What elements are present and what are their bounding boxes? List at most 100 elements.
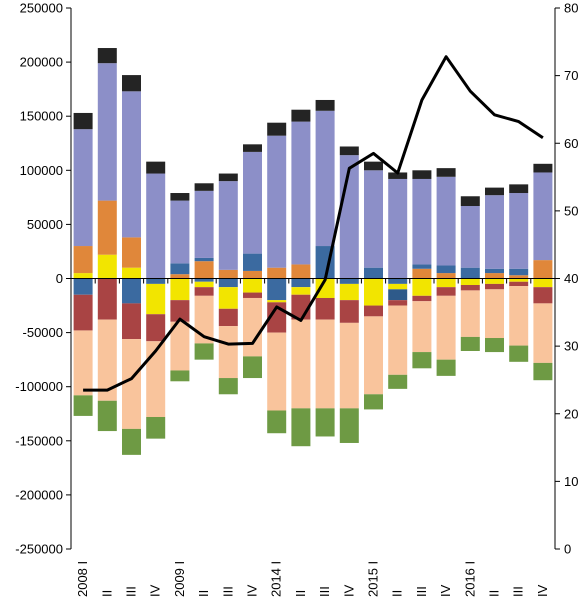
bar-segment [218, 173, 238, 182]
x-tick-label: III [220, 586, 235, 597]
bar-segment [170, 200, 190, 264]
bar-segment [460, 284, 480, 291]
bar-segment [364, 305, 383, 317]
bar-segment [218, 308, 238, 327]
bar-segment [170, 263, 190, 275]
x-tick-label: 2015 I [366, 561, 381, 597]
bar-segment [194, 281, 214, 288]
x-tick-label: 2016 I [462, 561, 477, 597]
bar-segment [412, 178, 432, 265]
bar-segment [97, 48, 117, 64]
x-tick-label: IV [148, 584, 163, 597]
line-series [83, 55, 544, 392]
bar-segment [122, 278, 141, 304]
bar-segment [436, 273, 456, 279]
bar-segment [291, 408, 311, 447]
bar-segment [436, 287, 456, 296]
bar-segment [291, 109, 311, 122]
bar-segment [243, 151, 262, 254]
right-tick-label: 70 [564, 68, 578, 83]
bars-group [73, 48, 553, 455]
right-tick-label: 50 [564, 203, 578, 218]
bar-segment [388, 172, 408, 179]
bar-segment [485, 289, 504, 339]
bar-segment [412, 352, 432, 369]
bar-segment [218, 269, 238, 279]
bar-segment [388, 374, 408, 389]
bar-segment [267, 135, 287, 268]
bar-segment [122, 237, 141, 268]
bar-segment [218, 378, 238, 395]
left-tick-label: -250000 [15, 542, 63, 557]
bar-segment [194, 183, 214, 191]
bar-segment [194, 190, 214, 258]
bar-segment [339, 283, 359, 301]
bar-segment [170, 300, 190, 322]
bar-segment [170, 370, 190, 382]
x-tick-label: II [99, 590, 114, 597]
left-tick-label: 200000 [20, 55, 63, 70]
bar-segment [194, 261, 214, 279]
bar-segment [73, 112, 93, 130]
bar-segment [291, 121, 311, 265]
bar-segment [146, 173, 166, 279]
bar-segment [315, 408, 335, 437]
bar-segment [485, 273, 504, 279]
bar-segment [315, 297, 335, 320]
bar-segment [412, 278, 432, 296]
bar-segment [509, 278, 529, 282]
x-tick-label: IV [535, 584, 550, 597]
right-tick-label: 80 [564, 1, 578, 16]
bar-segment [436, 278, 456, 288]
bar-segment [509, 275, 529, 279]
bar-segment [291, 319, 311, 409]
bar-segment [170, 321, 190, 371]
bar-segment [146, 341, 166, 417]
bar-segment [73, 395, 93, 416]
bar-segment [122, 91, 141, 238]
bar-segment [73, 273, 93, 279]
bar-segment [170, 274, 190, 279]
bar-segment [97, 63, 117, 201]
x-tick-label: II [390, 590, 405, 597]
bar-segment [485, 195, 504, 269]
bar-segment [436, 295, 456, 360]
bar-segment [533, 287, 553, 304]
bar-segment [122, 303, 141, 340]
bar-segment [291, 278, 311, 288]
bar-segment [533, 278, 553, 288]
bar-segment [460, 278, 480, 285]
left-tick-label: 150000 [20, 109, 63, 124]
bar-segment [388, 178, 408, 279]
right-tick-label: 10 [564, 474, 578, 489]
x-tick-label: II [487, 590, 502, 597]
bar-segment [146, 161, 166, 174]
x-tick-label: III [124, 586, 139, 597]
left-tick-label: 50000 [27, 217, 63, 232]
bar-segment [73, 330, 93, 396]
bar-segment [122, 339, 141, 429]
bar-segment [170, 278, 190, 301]
x-tick-label: IV [245, 584, 260, 597]
bar-segment [436, 359, 456, 376]
bar-segment [315, 99, 335, 111]
bar-segment [243, 297, 262, 357]
bar-segment [533, 303, 553, 363]
bar-segment [315, 278, 335, 298]
bar-segment [267, 300, 287, 303]
bar-segment [509, 193, 529, 269]
x-tick-label: III [414, 586, 429, 597]
bar-segment [170, 193, 190, 201]
ticks-group: 250000 200000 150000 100000 50000 0 -50000 -100… [15, 1, 578, 598]
bar-segment [243, 144, 262, 152]
bar-segment [267, 278, 287, 301]
bar-segment [509, 281, 529, 287]
bar-segment [97, 254, 117, 279]
bar-segment [194, 278, 214, 282]
bar-segment [388, 300, 408, 306]
bar-segment [339, 278, 359, 284]
bar-segment [509, 184, 529, 194]
bar-segment [339, 322, 359, 409]
bar-segment [485, 338, 504, 353]
bar-segment [364, 267, 383, 279]
